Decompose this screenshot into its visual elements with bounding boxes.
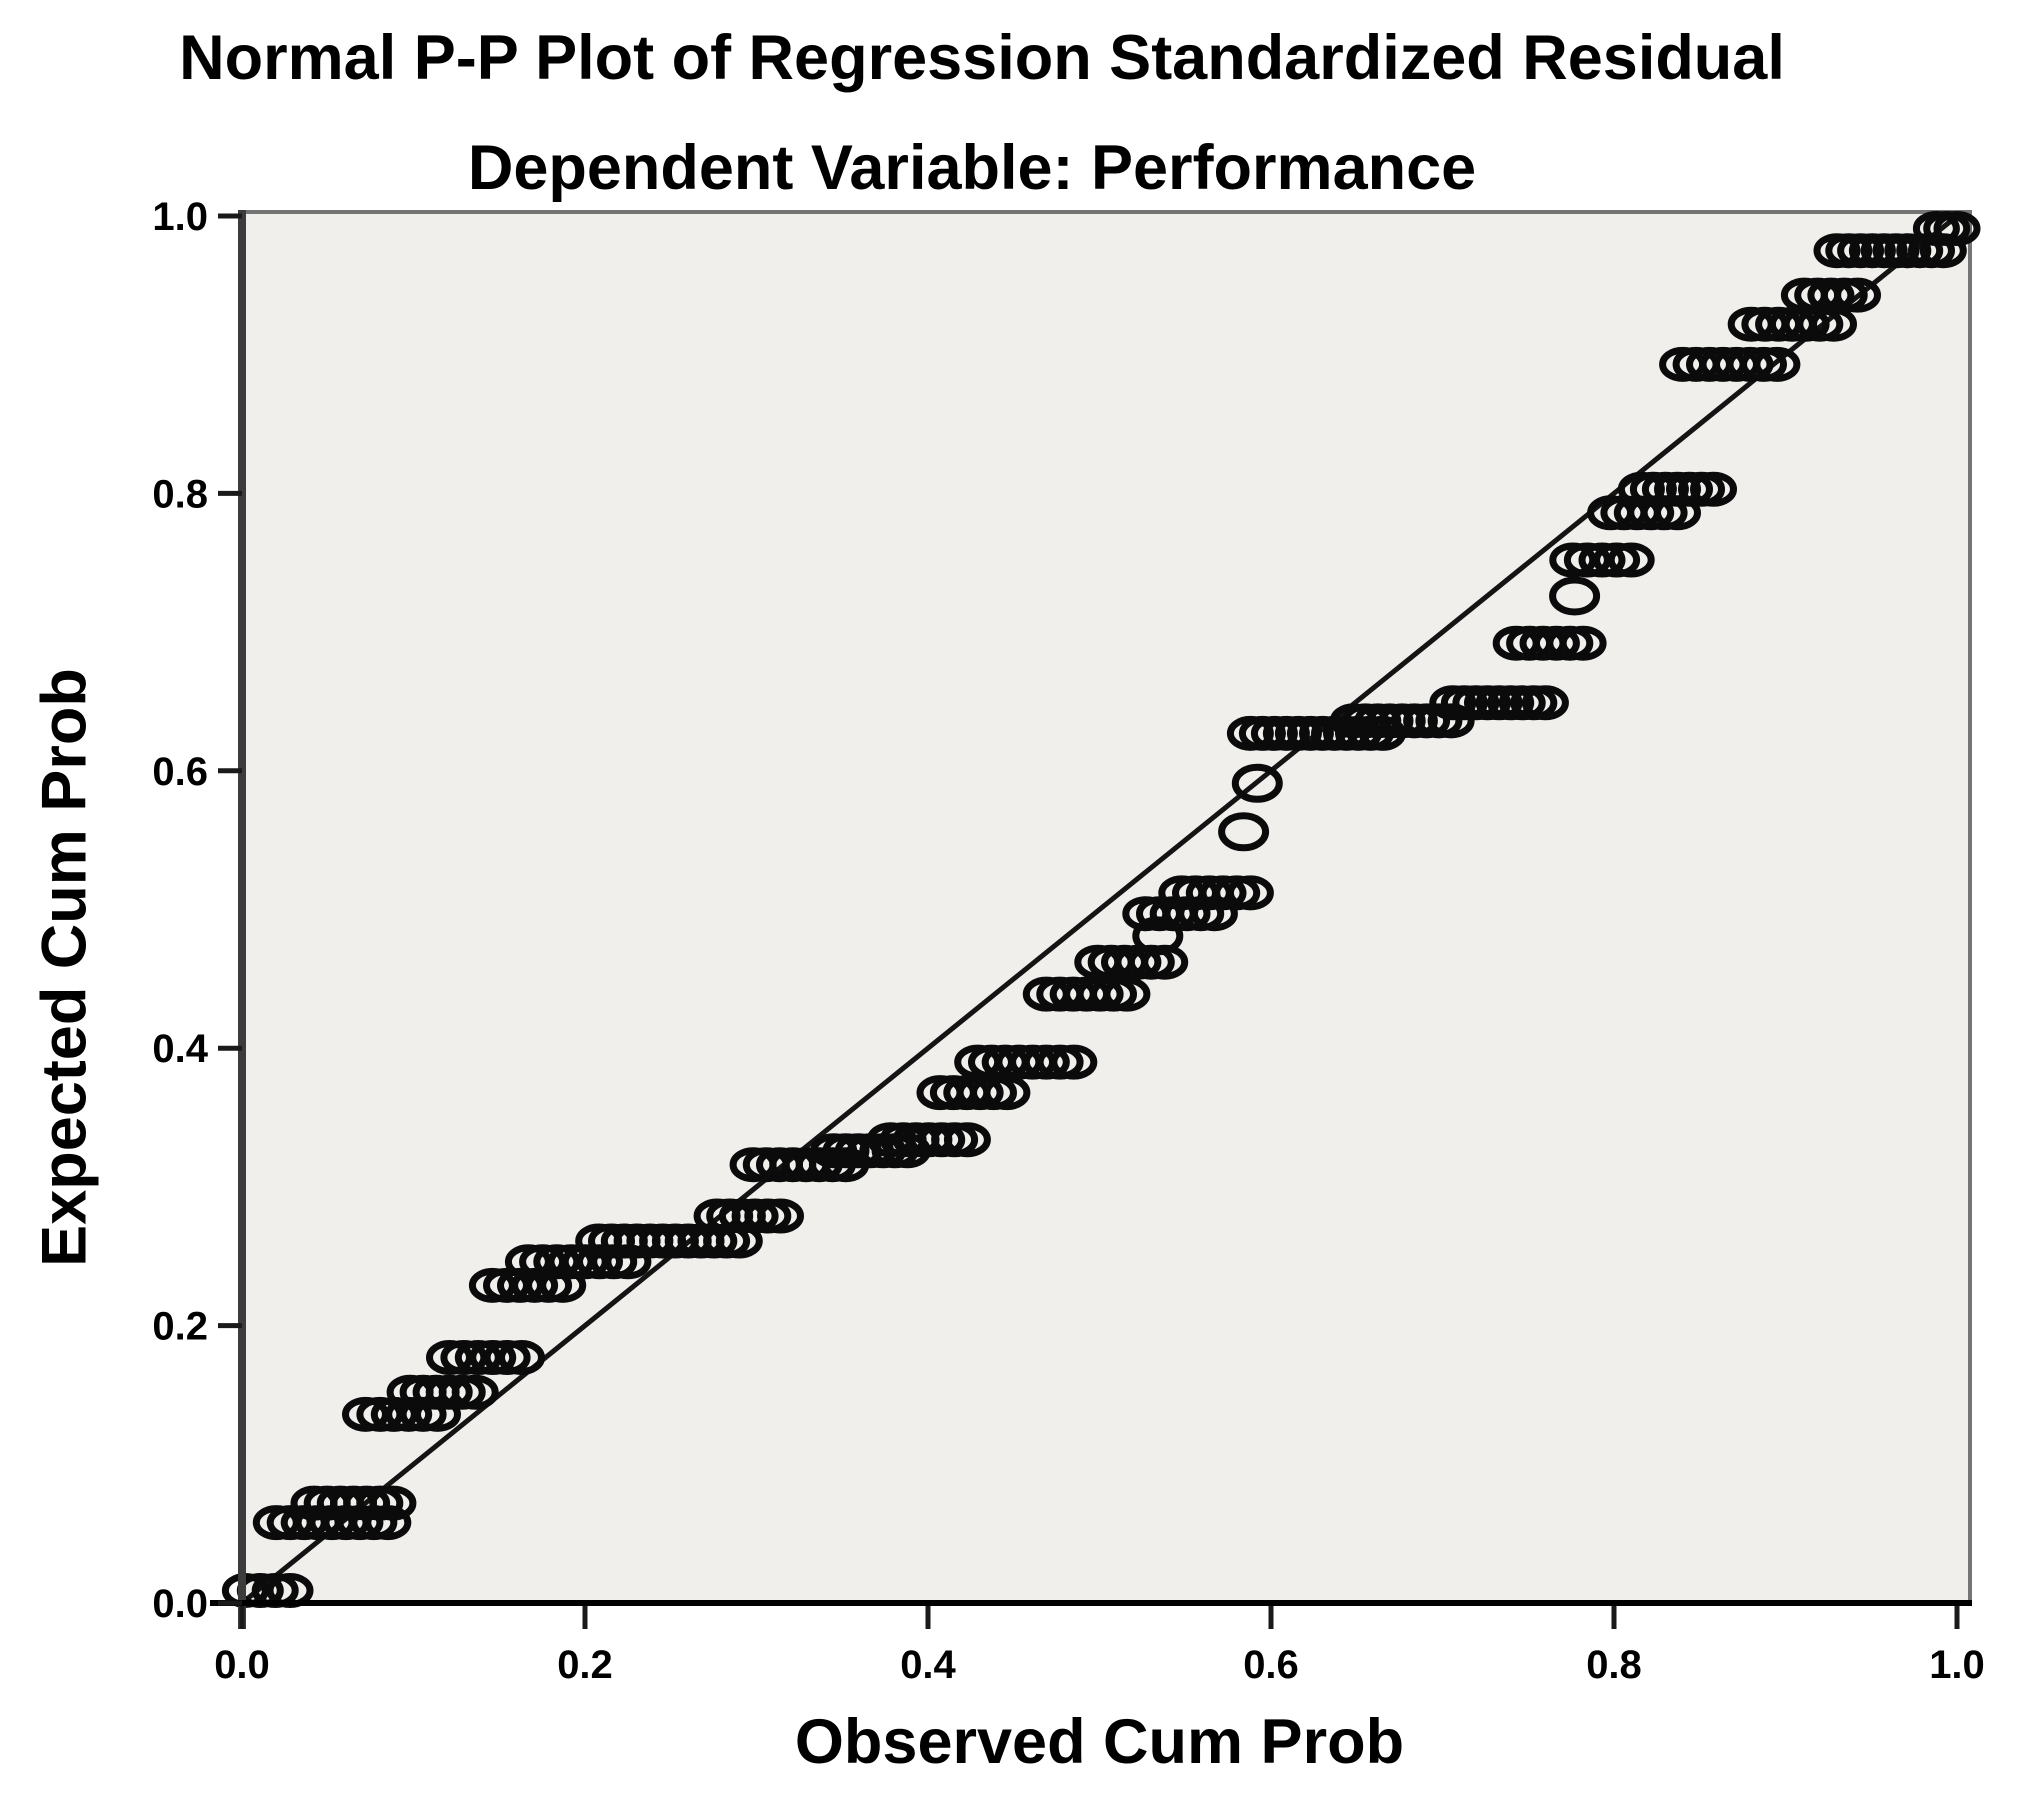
x-axis-title: Observed Cum Prob	[794, 1707, 1405, 1777]
x-tick-label: 0.0	[214, 1643, 270, 1687]
y-tick-label: 0.6	[152, 750, 208, 794]
data-point	[451, 1374, 499, 1410]
data-point	[1132, 916, 1184, 956]
x-axis-line	[210, 1600, 1972, 1606]
y-tick-label: 0.0	[152, 1582, 208, 1626]
y-tick-label: 0.2	[152, 1305, 208, 1349]
data-point	[1549, 542, 1597, 578]
data-point	[1427, 703, 1475, 739]
x-tick-labels: 0.0 0.2 0.4 0.6 0.8 1.0	[214, 1643, 1985, 1687]
axis-ticks	[218, 213, 1960, 1629]
data-point	[483, 1340, 531, 1375]
data-point	[1050, 1044, 1098, 1080]
y-tick-label: 0.4	[152, 1027, 208, 1071]
x-tick-label: 0.6	[1243, 1643, 1299, 1687]
chart-subtitle: Dependent Variable: Performance	[467, 133, 1477, 203]
data-point	[1593, 542, 1641, 578]
data-point	[1559, 625, 1607, 661]
data-point	[1690, 471, 1737, 507]
data-point	[1549, 576, 1601, 616]
data-point	[1231, 763, 1283, 803]
data-point	[1607, 542, 1655, 578]
y-tick-label: 1.0	[152, 195, 208, 239]
data-point	[469, 1340, 517, 1375]
data-point	[1103, 976, 1151, 1012]
data-point	[943, 1122, 991, 1158]
data-point	[1218, 812, 1270, 852]
x-tick-label: 0.8	[1586, 1643, 1642, 1687]
y-tick-labels: 0.0 0.2 0.4 0.6 0.8 1.0	[152, 195, 208, 1626]
x-tick-label: 1.0	[1929, 1643, 1985, 1687]
data-point	[1834, 277, 1881, 313]
data-point	[757, 1198, 804, 1234]
y-axis-title: Expected Cum Prob	[29, 668, 100, 1267]
data-point	[1933, 211, 1981, 246]
data-point	[1226, 875, 1274, 911]
x-tick-label: 0.2	[557, 1643, 613, 1687]
scatter-points	[221, 211, 1981, 1608]
data-point	[369, 1485, 417, 1521]
y-axis-line	[238, 210, 246, 1629]
x-tick-label: 0.4	[900, 1643, 956, 1687]
chart-title: Normal P-P Plot of Regression Standardiz…	[179, 23, 1785, 93]
data-point	[1578, 542, 1626, 578]
y-tick-label: 0.8	[152, 472, 208, 516]
data-point	[1753, 346, 1801, 382]
data-point	[1563, 542, 1611, 578]
data-point	[1521, 685, 1569, 721]
data-point	[498, 1340, 545, 1375]
